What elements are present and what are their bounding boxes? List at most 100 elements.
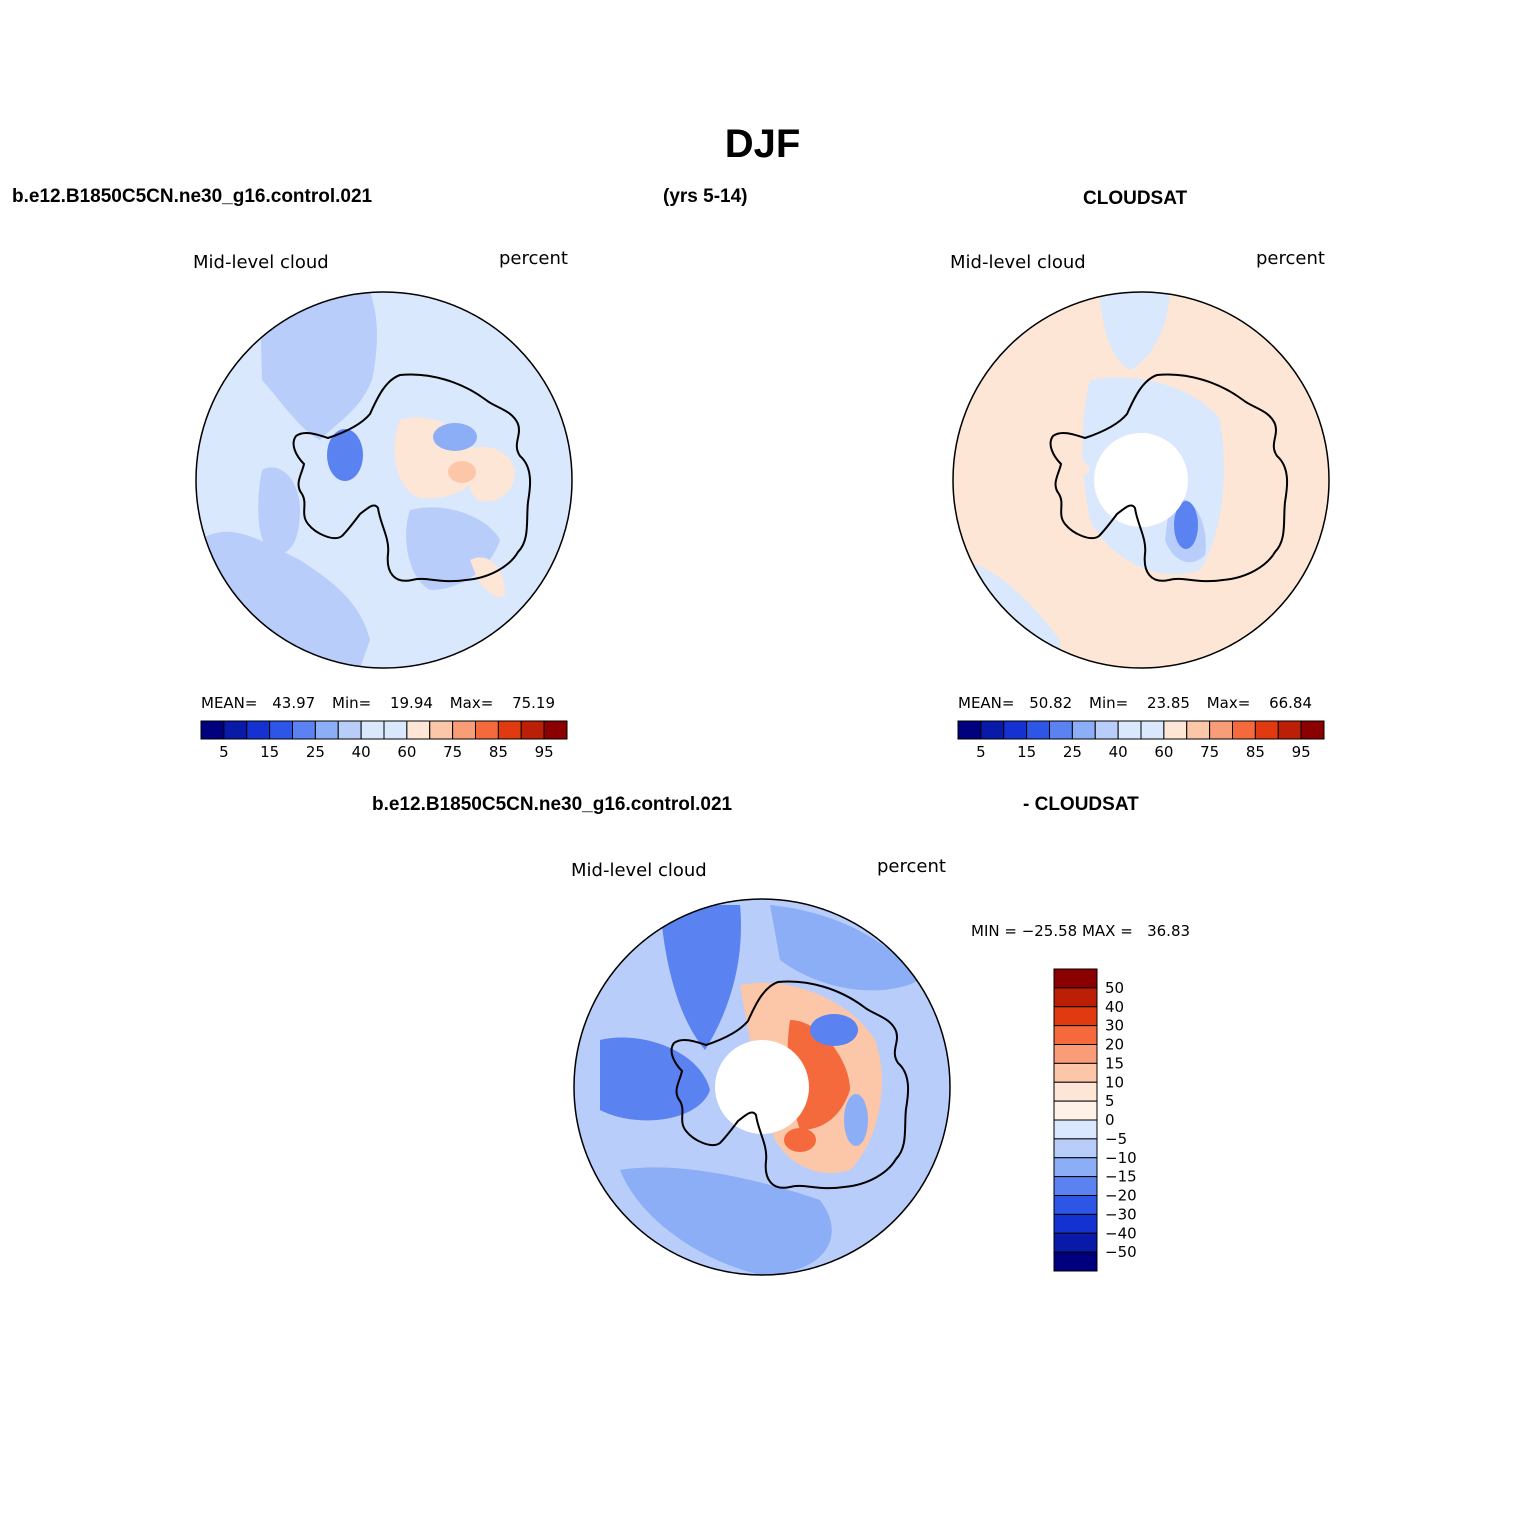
colorbar-tick-label: −15 (1105, 1168, 1137, 1186)
colorbar-swatch (1163, 720, 1188, 740)
colorbar-swatch (1003, 720, 1028, 740)
colorbar-tick-label: −40 (1105, 1224, 1137, 1242)
colorbar-swatch (957, 720, 982, 740)
colorbar-tick-label: 60 (1154, 743, 1173, 761)
max-label: Max= (449, 694, 494, 712)
field-blob-north (1100, 292, 1170, 370)
panel2-stats: MEAN= 50.82 Min= 23.85 Max= 66.84 (958, 694, 1312, 712)
colorbar-tick-label: 20 (1105, 1036, 1124, 1054)
colorbar-swatch (1053, 1006, 1098, 1027)
colorbar-tick-label: 5 (976, 743, 986, 761)
colorbar-tick-label: 10 (1105, 1073, 1124, 1091)
max-label: Max= (1206, 694, 1251, 712)
mean-label: MEAN= (958, 694, 1015, 712)
colorbar-swatch (1053, 1213, 1098, 1234)
panel2-map (952, 291, 1330, 669)
colorbar-swatch (1186, 720, 1211, 740)
colorbar-swatch (429, 720, 454, 740)
field-blob-west-warm (1020, 437, 1090, 482)
page-title: DJF (724, 122, 801, 166)
colorbar-swatch (452, 720, 476, 740)
diff-case-name-header: b.e12.B1850C5CN.ne30_g16.control.021 (372, 794, 733, 815)
colorbar-swatch (1209, 720, 1233, 740)
field-blob-wedge (660, 905, 741, 1050)
colorbar-tick-label: 75 (443, 743, 462, 761)
field-blob-east-min (844, 1094, 868, 1146)
panel2-colorbar: 5 15 25 40 60 75 85 95 (957, 720, 1325, 761)
colorbar-tick-label: −10 (1105, 1149, 1137, 1167)
colorbar-swatch (1254, 720, 1279, 740)
colorbar-swatch (1053, 1100, 1098, 1121)
colorbar-swatch (269, 720, 293, 740)
colorbar-swatch (1053, 1176, 1098, 1196)
colorbar-swatch (1053, 1081, 1098, 1102)
panel2-units-label: percent (1256, 248, 1325, 269)
field-blob-west (258, 467, 300, 554)
panel2-variable-label: Mid-level cloud (950, 252, 1086, 273)
colorbar-tick-label: 15 (260, 743, 279, 761)
colorbar-swatch (314, 720, 339, 740)
colorbar-swatch (406, 720, 431, 740)
colorbar-tick-label: 40 (1105, 998, 1124, 1016)
colorbar-swatch (1117, 720, 1142, 740)
colorbar-tick-label: 25 (306, 743, 325, 761)
colorbar-swatch (1053, 1044, 1098, 1064)
colorbar-swatch (1026, 720, 1050, 740)
colorbar-tick-label: −30 (1105, 1205, 1137, 1223)
panel1-map (195, 291, 573, 669)
colorbar-tick-label: 40 (352, 743, 371, 761)
map-boundary (573, 898, 951, 1276)
colorbar-swatch (337, 720, 362, 740)
colorbar-tick-label: 25 (1063, 743, 1082, 761)
case-name-header: b.e12.B1850C5CN.ne30_g16.control.021 (12, 186, 373, 207)
colorbar-swatch (223, 720, 248, 740)
colorbar-tick-label: 95 (535, 743, 554, 761)
field-blob-wedge (260, 292, 377, 440)
field-blob-coast-max (784, 1128, 816, 1152)
colorbar-swatch (1049, 720, 1073, 740)
min-value: 23.85 (1146, 694, 1190, 712)
colorbar-swatch (980, 720, 1005, 740)
field-blob-ross (470, 557, 505, 598)
colorbar-swatch (1053, 1251, 1098, 1272)
colorbar-swatch (292, 720, 316, 740)
diff-variable-label: Mid-level cloud (571, 860, 707, 881)
colorbar-tick-label: 5 (219, 743, 229, 761)
colorbar-tick-label: 0 (1105, 1111, 1115, 1129)
colorbar-swatch (475, 720, 499, 740)
colorbar-swatch (360, 720, 385, 740)
field-blob-north (770, 905, 920, 991)
field-blob-east-min (1174, 501, 1198, 549)
colorbar-swatch (1232, 720, 1256, 740)
diff-obs-name-header: - CLOUDSAT (1023, 794, 1139, 815)
colorbar-tick-label: 95 (1292, 743, 1311, 761)
years-header: (yrs 5-14) (663, 186, 748, 207)
mean-value: 43.97 (272, 694, 316, 712)
max-value: 66.84 (1269, 694, 1313, 712)
panel1-stats: MEAN= 43.97 Min= 19.94 Max= 75.19 (201, 694, 555, 712)
colorbar-tick-label: −5 (1105, 1130, 1127, 1148)
min-label: Min= (1089, 694, 1129, 712)
field-blob-south (620, 1167, 832, 1275)
colorbar-tick-label: 15 (1017, 743, 1036, 761)
panel1-colorbar: 5 15 25 40 60 75 85 95 (200, 720, 568, 761)
obs-name-header: CLOUDSAT (1083, 188, 1188, 209)
colorbar-swatch (1300, 720, 1325, 740)
colorbar-swatch (1053, 1232, 1098, 1253)
colorbar-tick-label: 85 (1246, 743, 1265, 761)
colorbar-tick-label: 85 (489, 743, 508, 761)
colorbar-swatch (200, 720, 225, 740)
colorbar-swatch (543, 720, 568, 740)
colorbar-swatch (1071, 720, 1096, 740)
colorbar-tick-label: 15 (1105, 1054, 1124, 1072)
colorbar-swatch (1053, 1025, 1098, 1045)
colorbar-swatch (497, 720, 522, 740)
field-blob-ne-warm (465, 446, 515, 502)
colorbar-swatch (1140, 720, 1165, 740)
field-blob-inland-max (448, 461, 476, 483)
min-value: 19.94 (389, 694, 433, 712)
colorbar-swatch (1053, 1119, 1098, 1140)
colorbar-swatch (1094, 720, 1119, 740)
diff-minmax-label: MIN = −25.58 MAX = 36.83 (971, 922, 1191, 940)
